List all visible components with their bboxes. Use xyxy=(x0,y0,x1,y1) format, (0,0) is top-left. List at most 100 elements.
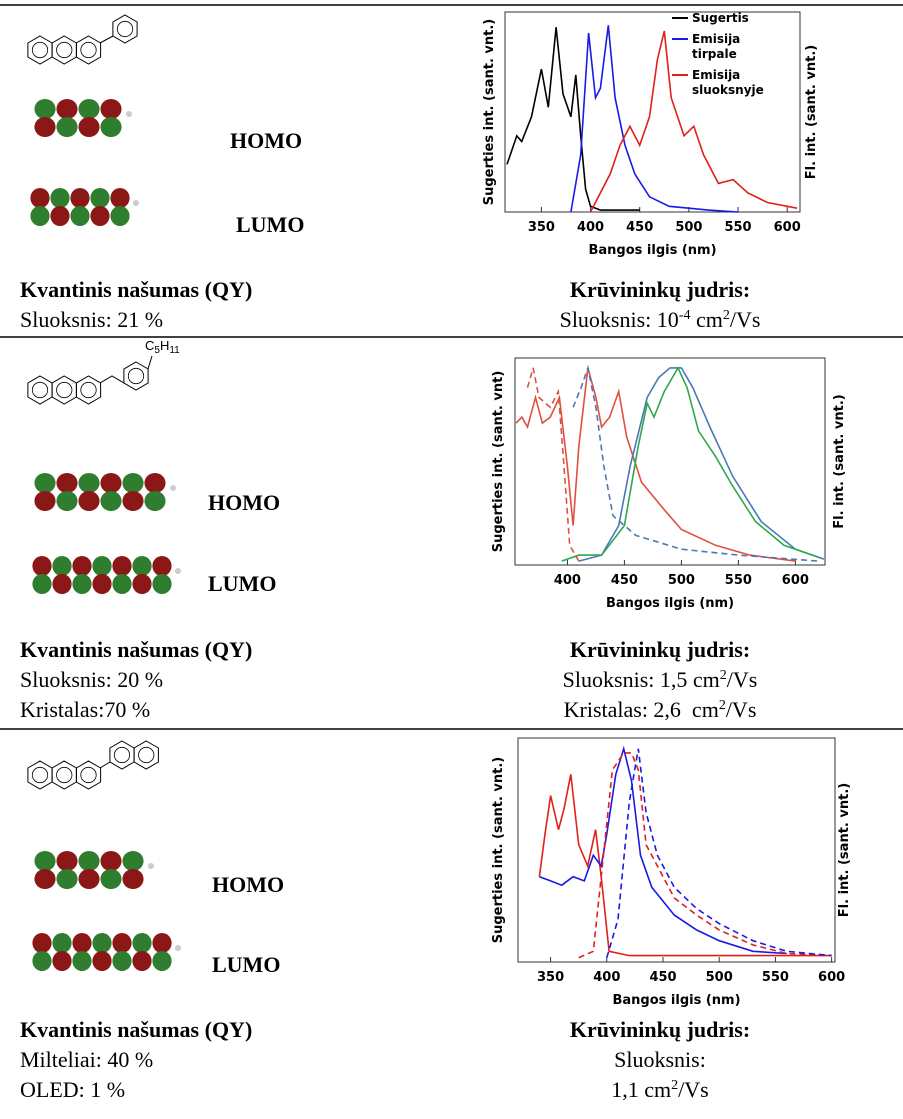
x-tick-label: 500 xyxy=(706,970,733,985)
mobility-title: Krūvininkų judris: xyxy=(570,638,750,662)
series-line xyxy=(516,368,795,561)
ring-inner xyxy=(32,382,47,397)
x-tick-label: 600 xyxy=(774,220,801,235)
ring xyxy=(52,36,76,64)
lobe xyxy=(110,188,129,208)
lobe xyxy=(100,117,121,137)
lobe xyxy=(100,851,121,871)
series-line xyxy=(579,368,824,561)
qy-line: Sluoksnis: 20 % xyxy=(20,668,163,692)
lobe xyxy=(90,206,109,226)
ring-inner xyxy=(81,42,96,57)
y-axis-label: Sugerties int. (sant. vnt.) xyxy=(491,757,506,944)
ring-inner xyxy=(32,767,47,782)
ring-inner xyxy=(114,747,129,762)
x-tick-label: 550 xyxy=(725,573,752,588)
superscript: -4 xyxy=(679,308,691,323)
atom xyxy=(175,945,181,951)
lobe xyxy=(152,556,171,576)
homo-label: HOMO xyxy=(230,128,302,153)
lobe xyxy=(52,556,71,576)
lobe xyxy=(122,869,143,889)
lobe xyxy=(72,933,91,953)
lobe xyxy=(34,851,55,871)
x-tick-label: 350 xyxy=(528,220,555,235)
lobe xyxy=(50,206,69,226)
lobe xyxy=(72,574,91,594)
atom xyxy=(170,485,176,491)
series-line xyxy=(539,774,831,955)
lobe xyxy=(78,851,99,871)
mobility-title: Krūvininkų judris: xyxy=(570,1018,750,1042)
ring-inner xyxy=(32,42,47,57)
lobe xyxy=(56,491,77,511)
lobe xyxy=(78,473,99,493)
ring xyxy=(52,376,76,404)
atom xyxy=(133,200,139,206)
mobility-line: Sluoksnis: xyxy=(614,1048,706,1072)
lobe xyxy=(72,951,91,971)
x-axis-label: Bangos ilgis (nm) xyxy=(606,596,734,611)
x-tick-label: 400 xyxy=(577,220,604,235)
lobe xyxy=(112,574,131,594)
ring xyxy=(28,36,52,64)
ring xyxy=(76,36,100,64)
text-part: Sluoksnis: 10 xyxy=(560,307,679,332)
text-part: Kristalas: 2,6 cm xyxy=(564,697,719,722)
formula-part: C xyxy=(145,338,154,353)
formula-part: 11 xyxy=(169,345,179,356)
ring-inner xyxy=(57,42,72,57)
qy-line: OLED: 1 % xyxy=(20,1078,125,1102)
lobe xyxy=(50,188,69,208)
x-tick-label: 550 xyxy=(762,970,789,985)
lobe xyxy=(90,188,109,208)
x-axis-label: Bangos ilgis (nm) xyxy=(588,243,716,258)
canvas: HOMOLUMOHOMOLUMOHOMOLUMO3504004505005506… xyxy=(0,0,903,1119)
x-tick-label: 500 xyxy=(668,573,695,588)
ring xyxy=(52,761,76,789)
y2-axis-label: Fl. int. (sant. vnt.) xyxy=(837,783,852,917)
lobe xyxy=(30,206,49,226)
lobe xyxy=(122,491,143,511)
lobe xyxy=(144,473,165,493)
lobe xyxy=(92,574,111,594)
y2-axis-label: Fl. int. (sant. vnt.) xyxy=(832,394,847,528)
qy-title: Kvantinis našumas (QY) xyxy=(20,278,252,302)
qy-title: Kvantinis našumas (QY) xyxy=(20,638,252,662)
atom xyxy=(148,863,154,869)
x-tick-label: 600 xyxy=(782,573,809,588)
lobe xyxy=(92,933,111,953)
ring-inner xyxy=(81,382,96,397)
lobe xyxy=(132,574,151,594)
lobe xyxy=(100,99,121,119)
lumo-label: LUMO xyxy=(236,212,304,237)
lobe xyxy=(92,556,111,576)
lobe xyxy=(56,473,77,493)
ring xyxy=(76,761,100,789)
plot-frame xyxy=(515,358,825,565)
text-part: /Vs xyxy=(678,1077,709,1102)
lobe xyxy=(34,99,55,119)
ring xyxy=(113,15,137,43)
text-part: /Vs xyxy=(726,697,757,722)
atom xyxy=(126,111,132,117)
lobe xyxy=(92,951,111,971)
bond xyxy=(100,376,124,383)
lobe xyxy=(132,951,151,971)
lobe xyxy=(110,206,129,226)
lobe xyxy=(100,491,121,511)
lobe xyxy=(56,99,77,119)
homo-label: HOMO xyxy=(208,490,280,515)
lobe xyxy=(52,951,71,971)
text-part: Sluoksnis: xyxy=(614,1047,706,1072)
bond xyxy=(100,762,110,768)
mobility-title: Krūvininkų judris: xyxy=(570,278,750,302)
x-tick-label: 450 xyxy=(649,970,676,985)
lobe xyxy=(32,574,51,594)
lobe xyxy=(100,473,121,493)
lobe xyxy=(34,491,55,511)
ring xyxy=(124,362,148,390)
lobe xyxy=(30,188,49,208)
qy-line: Kristalas:70 % xyxy=(20,698,150,722)
mobility-line: Sluoksnis: 1,5 cm2/Vs xyxy=(563,668,758,692)
